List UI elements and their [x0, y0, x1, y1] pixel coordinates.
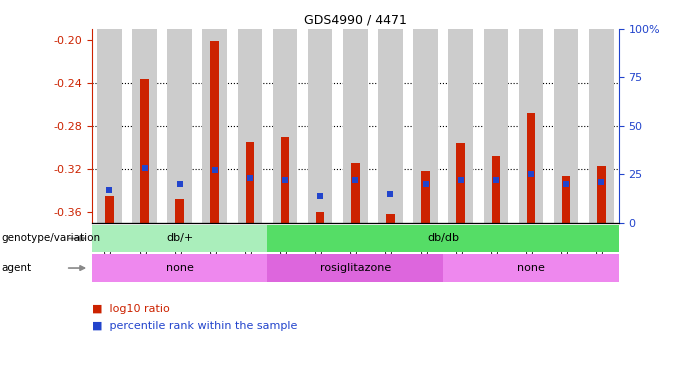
- Bar: [448, 29, 473, 223]
- Bar: [483, 29, 508, 223]
- Text: db/+: db/+: [166, 233, 193, 243]
- Text: rosiglitazone: rosiglitazone: [320, 263, 391, 273]
- Bar: [245, 142, 254, 223]
- Bar: [443, 254, 619, 282]
- Bar: [351, 164, 360, 223]
- Text: none: none: [517, 263, 545, 273]
- Text: ■  log10 ratio: ■ log10 ratio: [92, 304, 169, 314]
- Bar: [211, 41, 219, 223]
- Bar: [343, 29, 368, 223]
- Text: ■  percentile rank within the sample: ■ percentile rank within the sample: [92, 321, 297, 331]
- Bar: [492, 156, 500, 223]
- Bar: [97, 29, 122, 223]
- Bar: [316, 212, 324, 223]
- Text: genotype/variation: genotype/variation: [1, 233, 101, 243]
- Text: db/db: db/db: [427, 233, 459, 243]
- Bar: [175, 199, 184, 223]
- Text: none: none: [166, 263, 194, 273]
- Bar: [562, 176, 571, 223]
- Bar: [237, 29, 262, 223]
- Bar: [386, 214, 394, 223]
- Bar: [167, 29, 192, 223]
- Bar: [519, 29, 543, 223]
- Bar: [527, 113, 535, 223]
- Bar: [92, 254, 267, 282]
- Bar: [413, 29, 438, 223]
- Bar: [92, 225, 267, 252]
- Bar: [456, 143, 465, 223]
- Title: GDS4990 / 4471: GDS4990 / 4471: [304, 13, 407, 26]
- Bar: [267, 254, 443, 282]
- Bar: [308, 29, 333, 223]
- Bar: [267, 225, 619, 252]
- Bar: [589, 29, 613, 223]
- Bar: [422, 171, 430, 223]
- Bar: [140, 79, 149, 223]
- Bar: [378, 29, 403, 223]
- Bar: [281, 137, 289, 223]
- Bar: [132, 29, 157, 223]
- Bar: [203, 29, 227, 223]
- Bar: [273, 29, 297, 223]
- Bar: [105, 196, 114, 223]
- Bar: [554, 29, 579, 223]
- Text: agent: agent: [1, 263, 31, 273]
- Bar: [597, 166, 605, 223]
